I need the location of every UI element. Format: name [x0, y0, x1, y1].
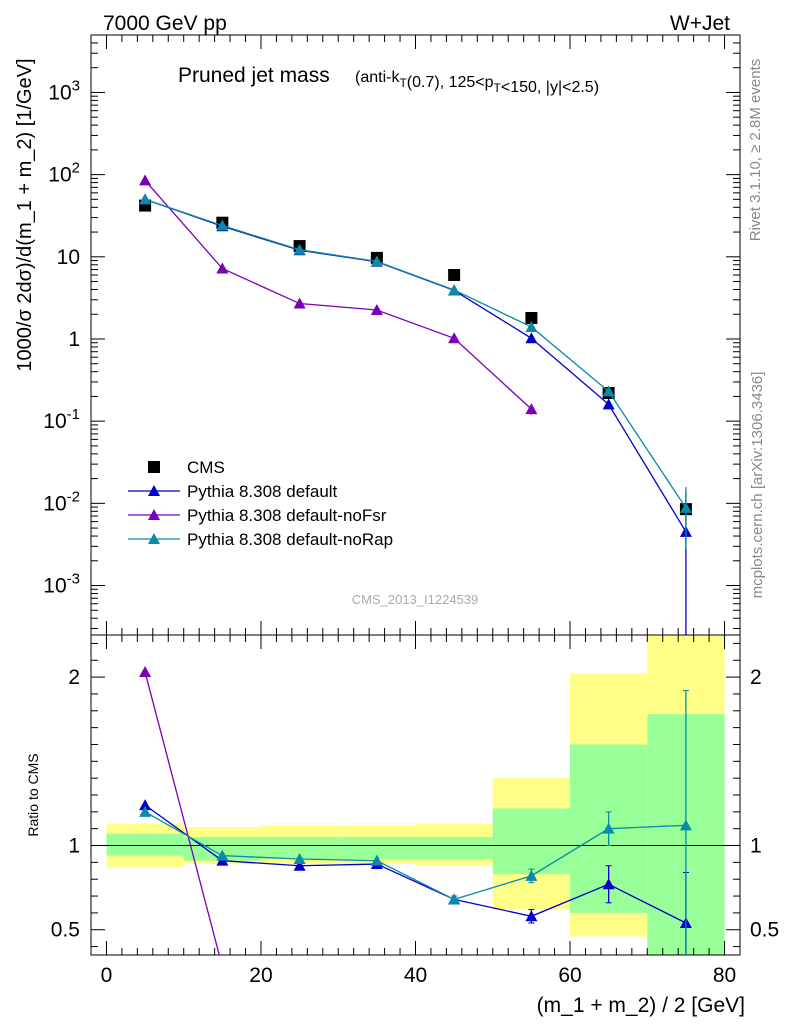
ratio-marker: [525, 869, 538, 881]
ratio-marker: [448, 893, 461, 905]
ratio-line: [144, 804, 687, 924]
y-tick-label: 10-3: [43, 571, 80, 598]
main-series: [139, 193, 692, 635]
mcplots-label: mcplots.cern.ch [arXiv:1306.3436]: [749, 372, 766, 599]
ratio-marker: [370, 854, 383, 866]
legend-marker: [148, 533, 160, 544]
ratio-y-tick-label: 0.5: [51, 919, 80, 942]
ratio-marker: [139, 666, 152, 678]
y-tick-label: 10: [57, 246, 80, 269]
main-y-axis-label: 1000/σ 2dσ)/d(m_1 + m_2) [1/GeV]: [14, 58, 36, 371]
cms-point: [448, 269, 461, 282]
ratio-series: [139, 690, 692, 955]
series-marker: [448, 283, 461, 295]
ratio-uncertainty-bands: [106, 635, 725, 955]
legend-label: CMS: [187, 458, 225, 477]
ratio-marker: [602, 878, 615, 890]
series-marker: [139, 174, 152, 186]
cms-point: [525, 312, 538, 325]
ratio-line: [144, 811, 686, 901]
series-marker: [370, 304, 383, 316]
series-marker: [525, 320, 538, 332]
series-marker: [679, 501, 692, 513]
header-left: 7000 GeV pp: [103, 12, 227, 35]
band-inner: [106, 833, 184, 856]
chart-text: 7000 GeV pp W+Jet CMS_2013_I1224539 (m_1…: [14, 12, 766, 1017]
series-marker: [602, 398, 615, 410]
series-marker: [216, 262, 229, 274]
series-line: [144, 179, 532, 410]
ratio-marker: [293, 859, 306, 871]
y-tick-label: 1: [68, 328, 80, 351]
series-marker: [448, 332, 461, 344]
legend-label: Pythia 8.308 default: [187, 482, 338, 501]
x-axis-label: (m_1 + m_2) / 2 [GeV]: [537, 994, 745, 1017]
x-tick-label: 80: [713, 964, 736, 987]
y-tick-label: 103: [48, 77, 80, 104]
watermark: CMS_2013_I1224539: [352, 592, 479, 607]
y-tick-label: 10-2: [43, 488, 80, 515]
series-marker: [602, 385, 615, 397]
ratio-y-tick-label: 1: [750, 835, 762, 858]
band-inner: [415, 837, 493, 859]
main-series: [139, 193, 692, 549]
data-series: [139, 174, 692, 972]
x-tick-label: 40: [404, 964, 427, 987]
series-marker: [216, 219, 229, 231]
ratio-marker: [216, 849, 229, 861]
series-marker: [139, 193, 152, 205]
series-marker: [370, 255, 383, 267]
ratio-marker: [216, 961, 228, 972]
x-tick-label: 60: [558, 964, 581, 987]
legend-label: Pythia 8.308 default-noRap: [187, 530, 393, 549]
ratio-series: [139, 666, 228, 972]
ratio-y-tick-label: 1: [68, 835, 80, 858]
ratio-marker: [139, 805, 152, 817]
ratio-y-tick-label: 2: [750, 666, 762, 689]
y-tick-label: 102: [48, 160, 80, 187]
legend: CMS Pythia 8.308 default Pythia 8.308 defa…: [128, 458, 393, 549]
ratio-line: [144, 671, 220, 955]
title-main: Pruned jet mass: [178, 64, 330, 87]
ratio-y-axis-label: Ratio to CMS: [25, 753, 41, 836]
x-tick-label: 20: [249, 964, 272, 987]
main-series: [139, 174, 538, 415]
band-inner: [492, 808, 571, 875]
series-line: [144, 198, 687, 509]
band-inner: [260, 837, 339, 859]
ratio-y-tick-label: 0.5: [750, 919, 779, 942]
band-inner: [338, 837, 416, 859]
legend-marker: [148, 509, 160, 520]
rivet-label: Rivet 3.1.10, ≥ 2.8M events: [747, 59, 764, 242]
legend-cms-marker: [148, 461, 160, 473]
x-tick-label: 0: [101, 964, 113, 987]
band-inner: [183, 837, 261, 861]
ratio-marker: [525, 910, 538, 922]
series-marker: [293, 243, 306, 255]
series-marker: [293, 297, 306, 309]
plot-title: Pruned jet mass (anti-kT(0.7), 125<pT<150…: [178, 64, 599, 96]
series-marker: [525, 332, 538, 344]
series-marker: [525, 403, 538, 415]
header-right: W+Jet: [670, 12, 730, 35]
ratio-marker: [602, 822, 615, 834]
ratio-marker: [293, 853, 306, 864]
legend-label: Pythia 8.308 default-noFsr: [187, 506, 387, 525]
title-sub: (anti-kT(0.7), 125<pT<150, |y|<2.5): [355, 69, 599, 96]
ratio-marker: [679, 819, 692, 831]
ratio-y-tick-label: 2: [68, 666, 80, 689]
y-tick-label: 10-1: [43, 406, 80, 433]
legend-marker: [148, 485, 160, 496]
ratio-marker: [139, 799, 152, 811]
axis-ticks: 0 20 40 60 80 10-3 10-2 10-1 1 10 102 103 0.5 0.5 1 1 2 2: [43, 34, 779, 987]
